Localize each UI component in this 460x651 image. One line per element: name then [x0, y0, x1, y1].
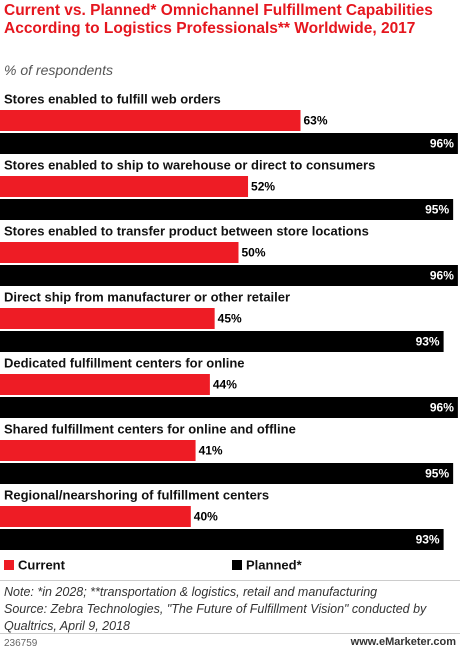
value-label: 93%: [416, 335, 440, 349]
value-label: 40%: [194, 510, 218, 524]
value-label: 63%: [304, 114, 328, 128]
footnotes: Note: *in 2028; **transportation & logis…: [4, 584, 456, 635]
chart-title: Current vs. Planned* Omnichannel Fulfill…: [4, 2, 433, 37]
bar: [0, 374, 210, 395]
value-label: 41%: [199, 444, 223, 458]
value-label: 44%: [213, 378, 237, 392]
bar: [0, 397, 458, 418]
legend-swatch: [232, 560, 242, 570]
bar: [0, 440, 196, 461]
bar: [0, 133, 458, 154]
legend-swatch: [4, 560, 14, 570]
value-label: 50%: [242, 246, 266, 260]
category-label: Regional/nearshoring of fulfillment cent…: [4, 487, 269, 502]
value-label: 93%: [416, 533, 440, 547]
bar: [0, 506, 191, 527]
category-label: Stores enabled to fulfill web orders: [4, 91, 221, 106]
bar: [0, 176, 249, 197]
chart-id: 236759: [4, 638, 38, 649]
value-label: 96%: [430, 269, 454, 283]
category-label: Stores enabled to ship to warehouse or d…: [4, 157, 375, 172]
legend-label: Planned*: [246, 557, 303, 572]
legend-label: Current: [18, 557, 66, 572]
credit: www.eMarketer.com: [350, 636, 456, 648]
value-label: 45%: [218, 312, 242, 326]
note: Note: *in 2028; **transportation & logis…: [4, 585, 378, 599]
value-label: 96%: [430, 137, 454, 151]
bar: [0, 242, 239, 263]
value-label: 96%: [430, 401, 454, 415]
value-label: 95%: [425, 467, 449, 481]
bar: [0, 463, 454, 484]
source: Source: Zebra Technologies, "The Future …: [4, 602, 427, 633]
bar: [0, 199, 454, 220]
value-label: 95%: [425, 203, 449, 217]
category-label: Shared fulfillment centers for online an…: [4, 421, 296, 436]
bar: [0, 331, 444, 352]
category-label: Direct ship from manufacturer or other r…: [4, 289, 290, 304]
bar: [0, 308, 215, 329]
bar: [0, 110, 301, 131]
category-label: Dedicated fulfillment centers for online: [4, 355, 245, 370]
bar: [0, 529, 444, 550]
category-label: Stores enabled to transfer product betwe…: [4, 223, 369, 238]
bar: [0, 265, 458, 286]
value-label: 52%: [251, 180, 275, 194]
chart-subtitle: % of respondents: [4, 62, 113, 78]
